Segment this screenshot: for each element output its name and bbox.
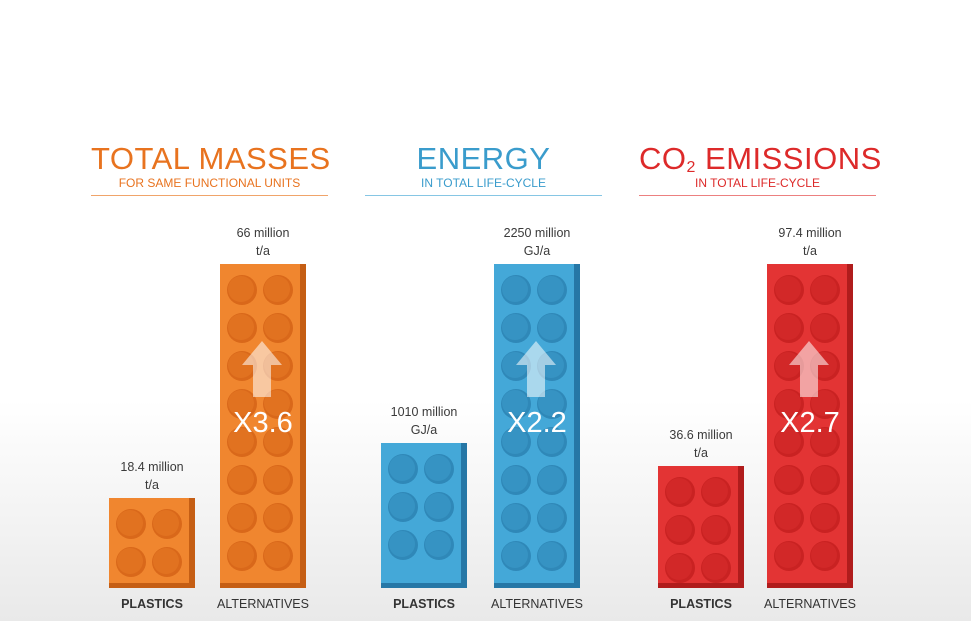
category-label: PLASTICS (121, 597, 183, 611)
value-label-unit: t/a (256, 244, 270, 258)
value-label-unit: t/a (803, 244, 817, 258)
value-label-amount: 1010 million (390, 405, 458, 419)
value-label: 36.6 million t/a (636, 426, 766, 462)
multiplier-label: X3.6 (233, 407, 293, 439)
bar-plastics-0-shape (109, 498, 195, 588)
multiplier-label: X2.2 (507, 407, 567, 439)
bar-plastics-0 (109, 498, 195, 588)
value-label: 2250 million GJ/a (472, 224, 602, 260)
bar-alternatives-1-shape (494, 264, 580, 588)
category-label: PLASTICS (670, 597, 732, 611)
chart-subtitle: IN TOTAL LIFE-CYCLE (695, 176, 820, 190)
bar-plastics-2-shape (658, 466, 744, 588)
category-label: ALTERNATIVES (491, 597, 583, 611)
bar-plastics-1 (381, 443, 467, 588)
chart-title: TOTAL MASSES (91, 141, 331, 176)
chart-title: CO2 EMISSIONS (639, 140, 881, 187)
value-label-unit: t/a (145, 478, 159, 492)
category-label: ALTERNATIVES (217, 597, 309, 611)
value-label: 97.4 million t/a (745, 224, 875, 260)
chart-subtitle: IN TOTAL LIFE-CYCLE (421, 176, 546, 190)
bar-alternatives-0 (220, 264, 306, 588)
bar-alternatives-2-shape (767, 264, 853, 588)
up-arrow-icon (789, 341, 829, 397)
bar-alternatives-1 (494, 264, 580, 588)
up-arrow-icon (516, 341, 556, 397)
title-subscript: 2 (686, 159, 696, 176)
title-rule (639, 195, 876, 196)
bar-alternatives-2 (767, 264, 853, 588)
value-label-amount: 18.4 million (120, 460, 184, 474)
value-label: 1010 million GJ/a (359, 403, 489, 439)
chart-panel-energy: ENERGY IN TOTAL LIFE-CYCLE (365, 0, 602, 621)
value-label: 66 million t/a (198, 224, 328, 260)
chart-title: ENERGY (416, 141, 551, 176)
value-label-unit: t/a (694, 446, 708, 460)
chart-subtitle: FOR SAME FUNCTIONAL UNITS (118, 176, 301, 190)
value-label: 18.4 million t/a (87, 458, 217, 494)
value-label-amount: 2250 million (503, 226, 571, 240)
value-label-amount: 97.4 million (778, 226, 842, 240)
title-rule (91, 195, 328, 196)
value-label-amount: 66 million (236, 226, 290, 240)
value-label-unit: GJ/a (410, 423, 438, 437)
category-label: PLASTICS (393, 597, 455, 611)
value-label-unit: GJ/a (523, 244, 551, 258)
bar-plastics-2 (658, 466, 744, 588)
bar-plastics-1-shape (381, 443, 467, 588)
bar-alternatives-0-shape (220, 264, 306, 588)
category-label: ALTERNATIVES (764, 597, 856, 611)
chart-panel-total-masses: TOTAL MASSES FOR SAME FUNCTIONAL UNITS (91, 0, 331, 621)
title-emissions: EMISSIONS (695, 141, 882, 176)
chart-panel-co2-emissions: CO2 EMISSIONS IN TOTAL LIFE-CYCLE (639, 0, 881, 621)
multiplier-label: X2.7 (780, 407, 840, 439)
title-rule (365, 195, 602, 196)
up-arrow-icon (242, 341, 282, 397)
title-co: CO (639, 141, 687, 176)
value-label-amount: 36.6 million (669, 428, 733, 442)
